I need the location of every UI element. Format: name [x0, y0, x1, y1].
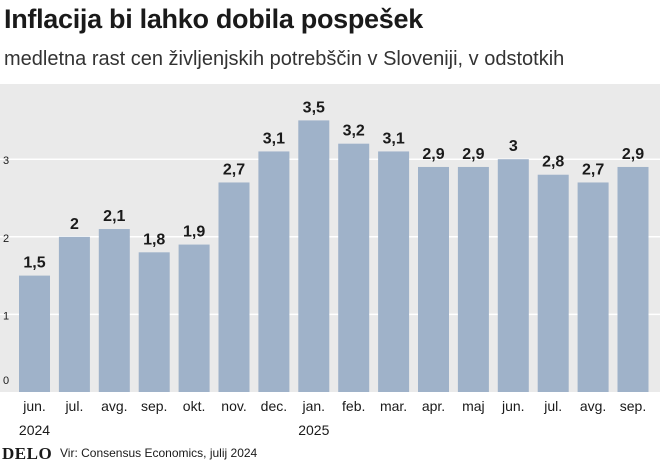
source-note: Vir: Consensus Economics, julij 2024 [60, 446, 258, 460]
bar-value-label: 3,1 [382, 130, 404, 147]
bar-value-label: 2,7 [223, 161, 245, 178]
bar-value-label: 3,5 [303, 99, 325, 116]
bar [497, 159, 529, 392]
x-tick-label: nov. [221, 398, 246, 414]
bar [418, 166, 449, 392]
bar [138, 252, 170, 392]
y-tick-label: 0 [3, 375, 9, 387]
x-tick-label: sep. [620, 398, 646, 414]
bar-value-label: 2,9 [462, 146, 484, 163]
footer: DELO Vir: Consensus Economics, julij 202… [0, 442, 660, 472]
x-tick-label: apr. [422, 398, 445, 414]
bar-value-label: 2 [70, 216, 79, 233]
bar-value-label: 1,8 [143, 231, 165, 248]
bar-value-label: 2,1 [103, 208, 125, 225]
x-tick-label: okt. [183, 398, 206, 414]
x-tick-label: jan. [302, 398, 326, 414]
bar [537, 174, 569, 392]
y-tick-label: 3 [3, 155, 9, 167]
bar-value-label: 2,8 [542, 154, 564, 171]
y-tick-label: 2 [3, 233, 9, 245]
x-tick-label: avg. [580, 398, 606, 414]
x-tick-label: mar. [380, 398, 407, 414]
year-label: 2025 [298, 422, 329, 438]
bar [218, 182, 250, 392]
x-tick-label: jul. [543, 398, 562, 414]
bar-value-label: 2,9 [422, 146, 444, 163]
bar-value-label: 2,9 [622, 146, 644, 163]
x-tick-label: dec. [261, 398, 287, 414]
x-tick-label: jul. [64, 398, 83, 414]
bar [617, 166, 649, 392]
bar-value-label: 1,9 [183, 224, 205, 241]
x-tick-label: sep. [141, 398, 167, 414]
year-label: 2024 [19, 422, 50, 438]
bar [258, 151, 290, 392]
bar [58, 236, 90, 392]
bar [19, 275, 50, 392]
x-tick-label: jun. [22, 398, 46, 414]
x-tick-label: jun. [501, 398, 525, 414]
brand-logo: DELO [2, 444, 53, 463]
y-tick-label: 1 [3, 310, 9, 322]
bar-value-label: 3,1 [263, 130, 285, 147]
bar [98, 229, 130, 392]
x-tick-label: feb. [342, 398, 365, 414]
bar [178, 244, 210, 392]
bar [298, 120, 330, 393]
bar [457, 166, 489, 392]
chart-subtitle: medletna rast cen življenjskih potrebšči… [4, 48, 565, 70]
bar-value-label: 1,5 [23, 255, 45, 272]
bar-value-label: 3,2 [343, 123, 365, 140]
bar [378, 151, 410, 392]
chart-title: Inflacija bi lahko dobila pospešek [4, 4, 423, 34]
bar-value-label: 2,7 [582, 161, 604, 178]
bar [577, 182, 609, 392]
bar-value-label: 3 [509, 138, 518, 155]
x-tick-label: maj [462, 398, 485, 414]
bar [338, 143, 370, 392]
x-tick-label: avg. [101, 398, 127, 414]
